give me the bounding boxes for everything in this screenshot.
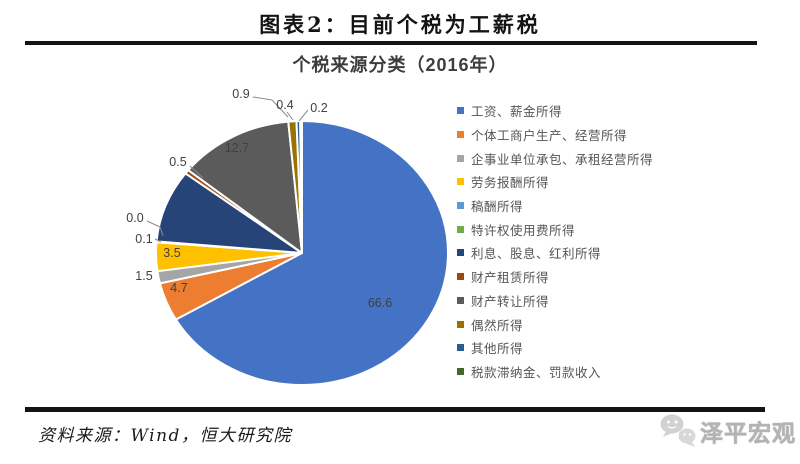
data-label-10: 0.4 (276, 98, 293, 112)
data-label-9: 0.9 (232, 87, 249, 101)
legend-label-8: 财产转让所得 (471, 294, 550, 309)
data-label-3: 3.5 (163, 246, 180, 260)
data-label-1: 4.7 (170, 281, 187, 295)
legend-swatch-0 (457, 107, 464, 115)
chart-legend: 工资、薪金所得个体工商户生产、经营所得企事业单位承包、承租经营所得 劳务报酬所得稿… (457, 99, 787, 383)
legend-swatch-10 (457, 344, 464, 352)
legend-swatch-7 (457, 273, 464, 281)
data-label-7: 0.5 (169, 155, 186, 169)
legend-swatch-3 (457, 178, 464, 186)
legend-label-0: 工资、薪金所得 (471, 105, 563, 120)
legend-swatch-11 (457, 367, 464, 375)
legend-swatch-5 (457, 225, 464, 233)
legend-item-2: 企事业单位承包、承租经营所得 (457, 146, 787, 170)
leader-line-10 (286, 111, 294, 121)
legend-item-4: 稿酬所得 (457, 194, 787, 218)
legend-label-7: 财产租赁所得 (471, 271, 550, 286)
data-label-11: 0.2 (310, 101, 327, 115)
leader-line-5 (146, 220, 164, 237)
pie-slice-11 (299, 119, 303, 254)
legend-label-6: 利息、股息、红利所得 (471, 247, 602, 262)
legend-label-10: 其他所得 (471, 342, 524, 357)
data-label-0: 66.6 (368, 296, 392, 310)
legend-swatch-6 (457, 249, 464, 257)
legend-label-3: 劳务报酬所得 (471, 176, 550, 191)
pie-slice-0 (174, 120, 449, 386)
legend-label-5: 特许权使用费所得 (471, 223, 576, 238)
legend-label-9: 偶然所得 (471, 318, 524, 333)
watermark: 泽平宏观 (658, 411, 796, 451)
legend-item-0: 工资、薪金所得 (457, 99, 787, 123)
title-divider-rule (25, 41, 757, 45)
data-label-8: 12.7 (225, 141, 249, 155)
watermark-text: 泽平宏观 (700, 420, 796, 446)
pie-slice-8 (187, 120, 303, 254)
legend-swatch-2 (457, 154, 464, 162)
legend-label-4: 稿酬所得 (471, 200, 524, 215)
legend-item-1: 个体工商户生产、经营所得 (457, 123, 787, 147)
leader-line-9 (252, 96, 289, 118)
leader-line-11 (298, 109, 309, 122)
legend-item-5: 特许权使用费所得 (457, 217, 787, 241)
data-label-4: 0.1 (135, 232, 152, 246)
legend-item-8: 财产转让所得 (457, 289, 787, 313)
leader-line-4 (154, 238, 162, 243)
legend-item-9: 偶然所得 (457, 312, 787, 336)
legend-item-3: 劳务报酬所得 (457, 170, 787, 194)
chat-bubbles-icon (660, 414, 696, 447)
legend-swatch-9 (457, 320, 464, 328)
footer-divider-rule (25, 407, 765, 412)
legend-label-11: 税款滞纳金、罚款收入 (471, 365, 602, 380)
figure-title: 图表2：目前个税为工薪税 (259, 12, 541, 37)
legend-item-6: 利息、股息、红利所得 (457, 241, 787, 265)
legend-item-7: 财产租赁所得 (457, 265, 787, 289)
data-label-5: 0.0 (126, 211, 143, 225)
legend-swatch-1 (457, 131, 464, 139)
legend-swatch-4 (457, 202, 464, 210)
source-note: 资料来源：Wind，恒大研究院 (38, 426, 292, 446)
legend-item-11: 税款滞纳金、罚款收入 (457, 360, 787, 384)
data-label-2: 1.5 (135, 269, 152, 283)
legend-label-1: 个体工商户生产、经营所得 (471, 129, 628, 144)
chart-title: 个税来源分类（2016年） (292, 55, 508, 75)
leader-line-7 (189, 165, 204, 179)
legend-item-10: 其他所得 (457, 336, 787, 360)
legend-swatch-8 (457, 296, 464, 304)
legend-label-2: 企事业单位承包、承租经营所得 (471, 152, 654, 167)
